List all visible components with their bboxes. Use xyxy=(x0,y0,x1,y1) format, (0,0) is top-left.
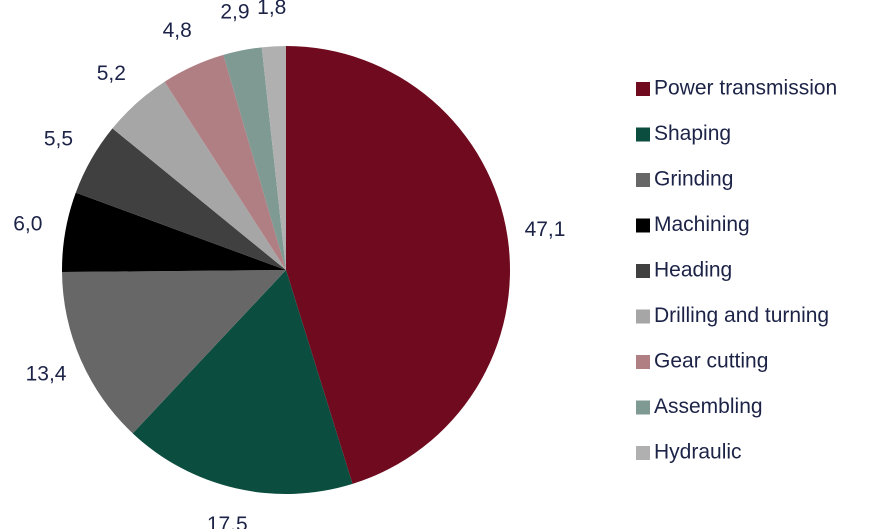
pie-slice xyxy=(261,46,286,270)
pie-slice xyxy=(112,81,286,270)
legend-label: Drilling and turning xyxy=(654,304,829,327)
legend-swatch xyxy=(636,309,650,324)
legend-swatch xyxy=(636,173,650,187)
legend-swatch xyxy=(636,218,650,233)
pie-slice xyxy=(62,192,286,273)
pie-slice xyxy=(75,128,286,270)
data-label: 4,8 xyxy=(163,19,192,42)
legend-label: Grinding xyxy=(654,168,733,191)
data-label: 13,4 xyxy=(26,363,67,386)
pie-slice xyxy=(62,270,287,434)
legend-swatch xyxy=(636,400,650,415)
legend-label: Machining xyxy=(654,213,750,236)
legend-label: Heading xyxy=(654,259,732,282)
pie-slice xyxy=(286,46,511,484)
data-label: 47,1 xyxy=(525,218,566,241)
pie-slice xyxy=(132,270,353,495)
legend-swatch xyxy=(636,82,650,96)
data-label: 5,2 xyxy=(97,62,126,85)
pie-slice xyxy=(223,47,286,270)
legend-label: Shaping xyxy=(654,122,731,145)
pie-slice xyxy=(164,54,286,270)
legend-label: Gear cutting xyxy=(654,350,768,373)
data-label: 5,5 xyxy=(44,128,73,151)
data-label: 6,0 xyxy=(13,213,42,236)
legend-label: Hydraulic xyxy=(654,441,742,464)
data-label: 2,9 xyxy=(220,1,249,24)
data-label: 1,8 xyxy=(257,0,286,19)
legend-swatch xyxy=(636,127,650,142)
legend-swatch xyxy=(636,264,650,278)
legend-label: Power transmission xyxy=(654,77,837,100)
legend-swatch xyxy=(636,355,650,369)
data-label: 17,5 xyxy=(207,513,248,529)
legend-label: Assembling xyxy=(654,395,763,418)
legend-swatch xyxy=(636,446,650,460)
